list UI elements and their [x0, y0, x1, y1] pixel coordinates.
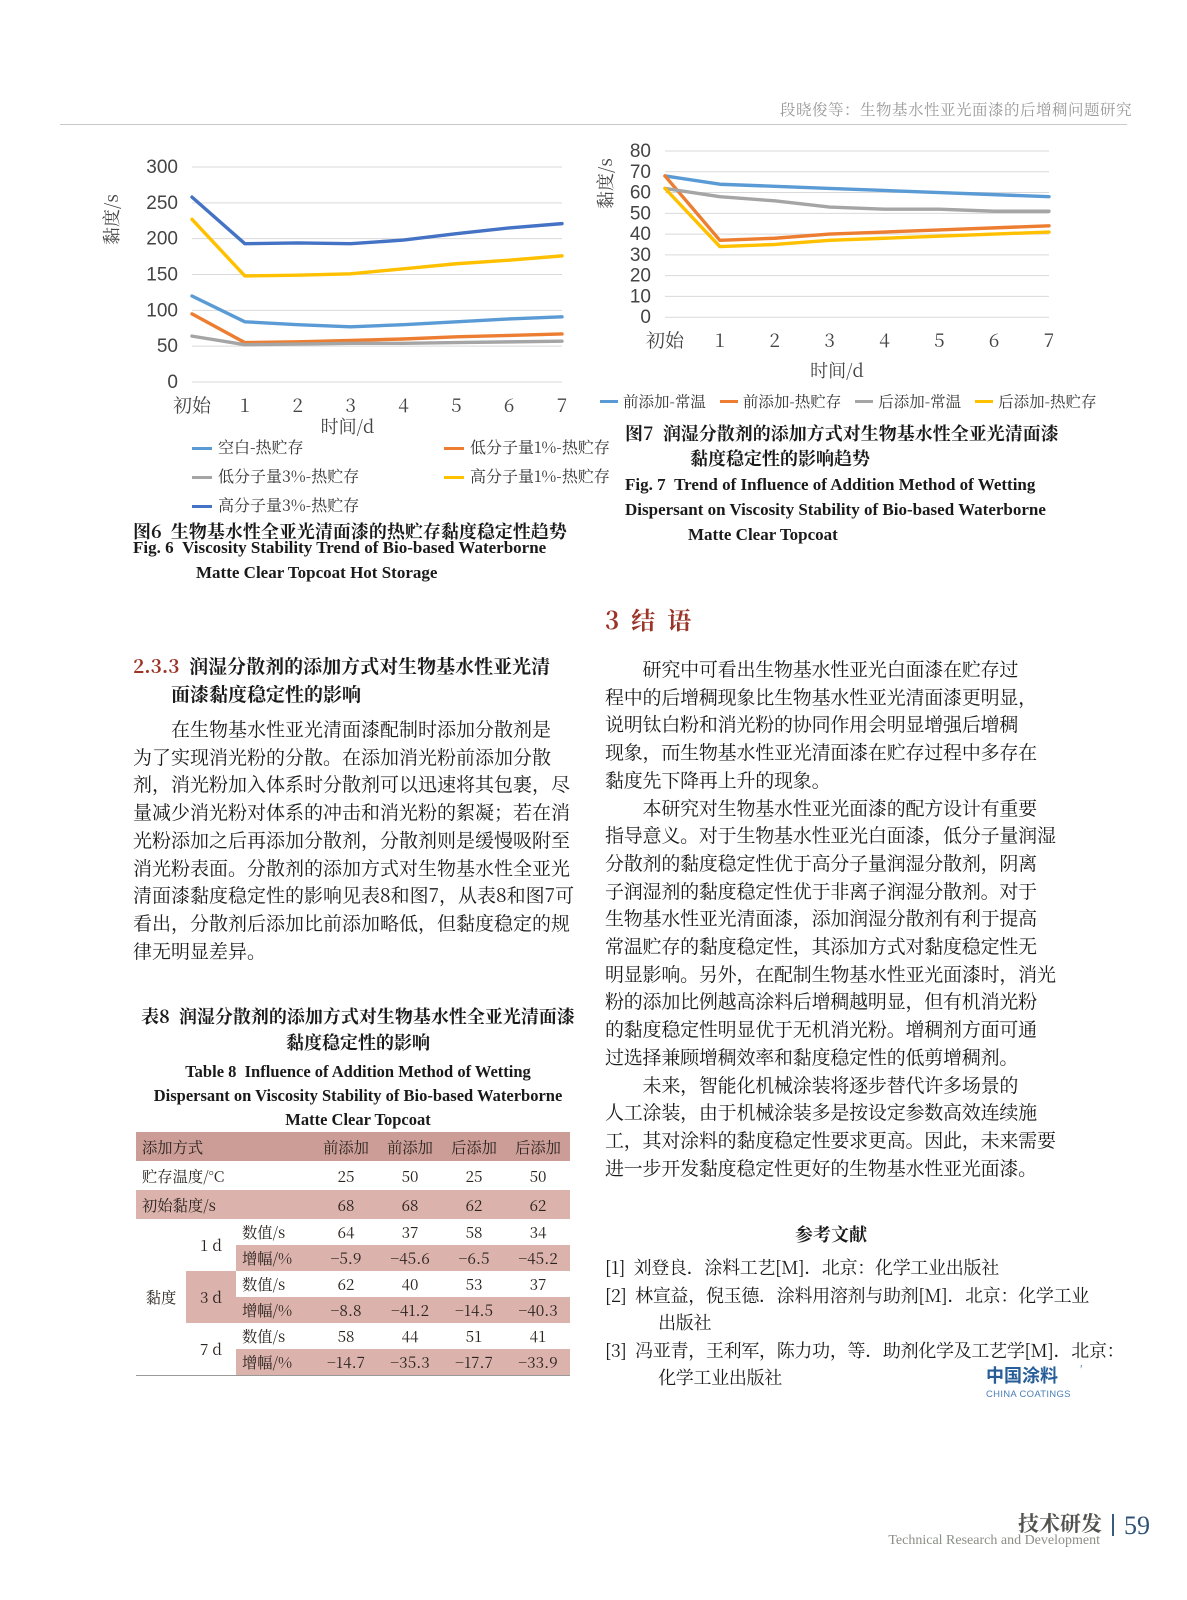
svg-text:中国涂料: 中国涂料	[986, 1362, 1058, 1388]
svg-text:7: 7	[1044, 326, 1054, 353]
svg-text:5: 5	[934, 326, 944, 353]
svg-text:200: 200	[146, 229, 178, 250]
svg-text:0: 0	[167, 372, 178, 393]
svg-text:4: 4	[879, 326, 890, 353]
svg-text:300: 300	[146, 157, 178, 178]
svg-text:70: 70	[630, 162, 651, 183]
svg-text:3: 3	[824, 326, 834, 353]
svg-text:10: 10	[630, 286, 651, 307]
svg-text:60: 60	[630, 183, 651, 204]
svg-text:20: 20	[630, 266, 651, 287]
svg-text:30: 30	[630, 245, 651, 266]
svg-text:CHINA COATINGS: CHINA COATINGS	[986, 1389, 1071, 1400]
svg-text:50: 50	[630, 203, 651, 224]
svg-text:6: 6	[989, 326, 999, 353]
svg-text:80: 80	[630, 141, 651, 162]
svg-text:100: 100	[146, 300, 178, 321]
svg-text:′: ′	[1080, 1362, 1083, 1376]
svg-text:2: 2	[769, 326, 779, 353]
svg-text:1: 1	[715, 326, 725, 353]
svg-text:50: 50	[157, 336, 178, 357]
svg-text:150: 150	[146, 265, 178, 286]
svg-text:250: 250	[146, 193, 178, 214]
svg-text:0: 0	[640, 307, 651, 328]
svg-text:40: 40	[630, 224, 651, 245]
svg-text:初始: 初始	[646, 326, 685, 353]
